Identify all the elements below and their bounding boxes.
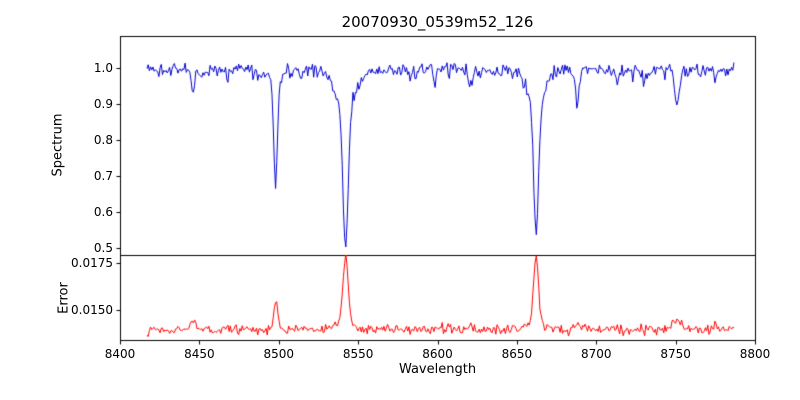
spectrum-y-tick-label: 0.7 [93, 169, 113, 184]
x-tick-label: 8550 [342, 347, 374, 361]
error-y-tick-label: 0.0175 [71, 255, 113, 270]
spectrum-y-tick-label: 0.9 [93, 97, 113, 112]
x-tick-label: 8450 [184, 347, 215, 361]
x-tick-label: 8400 [104, 347, 136, 361]
spectrum-y-tick-label: 0.5 [93, 240, 113, 255]
chart-title: 20070930_0539m52_126 [341, 13, 534, 31]
spectrum-y-tick-label: 1.0 [93, 61, 113, 76]
x-tick-label: 8650 [501, 347, 533, 361]
error-y-axis-label: Error [56, 282, 72, 314]
x-tick-label: 8800 [739, 347, 771, 361]
spectrum-y-axis-label: Spectrum [50, 113, 66, 177]
spectrum-y-tick-label: 0.8 [93, 133, 113, 148]
x-tick-label: 8750 [660, 347, 691, 361]
x-tick-label: 8500 [263, 347, 295, 361]
spectrum-y-tick-label: 0.6 [93, 204, 113, 219]
x-axis-label: Wavelength [398, 362, 477, 377]
x-tick-label: 8600 [422, 347, 453, 361]
error-y-tick-label: 0.0150 [71, 302, 113, 317]
x-tick-label: 8700 [580, 347, 612, 361]
